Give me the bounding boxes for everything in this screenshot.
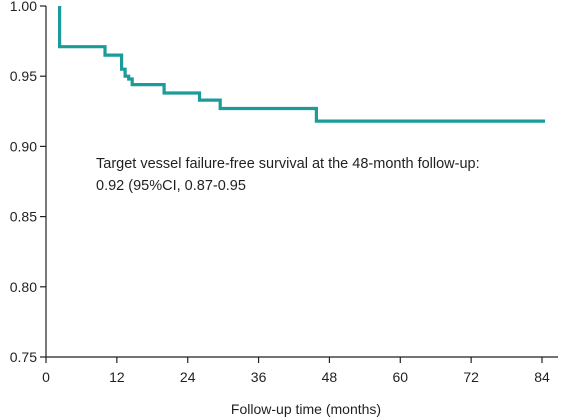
- series-layer: [57, 6, 545, 123]
- x-ticks: 0 12 24 36 48 60 72 84: [42, 357, 550, 385]
- x-tick-label: 36: [251, 369, 267, 385]
- x-tick-label: 12: [109, 369, 125, 385]
- y-tick-label: 0.95: [10, 68, 37, 84]
- x-tick-label: 0: [42, 369, 50, 385]
- x-tick-label: 60: [392, 369, 408, 385]
- y-tick-label: 0.80: [10, 279, 37, 295]
- x-tick-label: 72: [463, 369, 479, 385]
- y-tick-label: 1.00: [10, 0, 37, 14]
- y-ticks: 1.00 0.95 0.90 0.85 0.80 0.75: [10, 0, 46, 365]
- annotation-line-1: Target vessel failure-free survival at t…: [96, 156, 480, 172]
- x-tick-label: 84: [534, 369, 550, 385]
- y-tick-label: 0.85: [10, 209, 37, 225]
- survival-curve: [57, 6, 545, 123]
- x-axis-label: Follow-up time (months): [231, 401, 381, 417]
- axes: [45, 6, 558, 358]
- y-tick-label: 0.90: [10, 138, 37, 154]
- y-tick-label: 0.75: [10, 349, 37, 365]
- x-tick-label: 24: [180, 369, 196, 385]
- annotation-line-2: 0.92 (95%CI, 0.87-0.95: [96, 178, 246, 194]
- x-tick-label: 48: [322, 369, 338, 385]
